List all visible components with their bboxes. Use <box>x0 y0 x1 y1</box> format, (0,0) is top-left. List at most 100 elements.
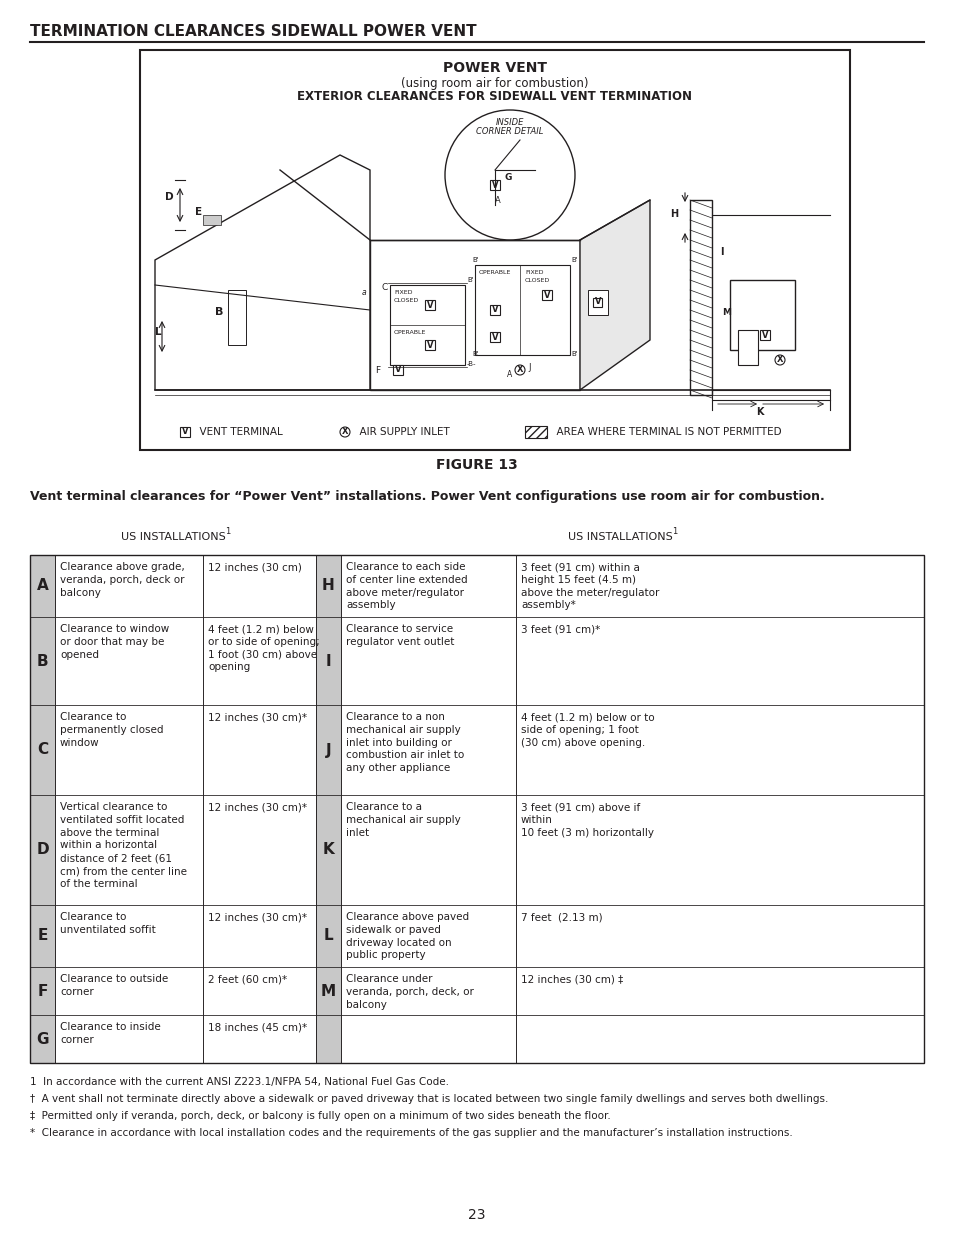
Text: M: M <box>320 983 335 999</box>
Bar <box>180 427 190 437</box>
Text: TERMINATION CLEARANCES SIDEWALL POWER VENT: TERMINATION CLEARANCES SIDEWALL POWER VE… <box>30 25 476 40</box>
Bar <box>516 905 923 967</box>
Bar <box>140 49 849 450</box>
Bar <box>203 905 315 967</box>
Polygon shape <box>154 156 370 390</box>
Text: EXTERIOR CLEARANCES FOR SIDEWALL VENT TERMINATION: EXTERIOR CLEARANCES FOR SIDEWALL VENT TE… <box>297 89 692 103</box>
Bar <box>424 340 435 350</box>
Bar <box>30 705 55 795</box>
Text: Clearance to inside
corner: Clearance to inside corner <box>60 1023 161 1045</box>
Text: B: B <box>214 308 223 317</box>
Bar <box>516 1015 923 1063</box>
Text: Clearance to outside
corner: Clearance to outside corner <box>60 974 168 997</box>
Text: D: D <box>36 842 49 857</box>
Bar <box>55 555 203 618</box>
Text: 4 feet (1.2 m) below or to
side of opening; 1 foot
(30 cm) above opening.: 4 feet (1.2 m) below or to side of openi… <box>520 713 654 747</box>
Text: H: H <box>322 578 335 594</box>
Circle shape <box>339 427 350 437</box>
Text: C: C <box>381 283 388 291</box>
Bar <box>315 795 340 905</box>
Text: V: V <box>543 290 550 300</box>
Text: Clearance above paved
sidewalk or paved
driveway located on
public property: Clearance above paved sidewalk or paved … <box>346 911 469 961</box>
Text: 12 inches (30 cm): 12 inches (30 cm) <box>208 562 301 572</box>
Text: Vertical clearance to
ventilated soffit located
above the terminal
within a hori: Vertical clearance to ventilated soffit … <box>60 802 187 889</box>
Bar <box>490 332 499 342</box>
Text: AREA WHERE TERMINAL IS NOT PERMITTED: AREA WHERE TERMINAL IS NOT PERMITTED <box>550 427 781 437</box>
Text: I: I <box>720 247 722 257</box>
Text: Clearance to
unventilated soffit: Clearance to unventilated soffit <box>60 911 155 935</box>
Text: INSIDE: INSIDE <box>496 119 523 127</box>
Bar <box>30 1015 55 1063</box>
Text: Clearance to each side
of center line extended
above meter/regulator
assembly: Clearance to each side of center line ex… <box>346 562 467 610</box>
Bar <box>340 905 516 967</box>
Bar <box>340 1015 516 1063</box>
Bar <box>593 298 602 306</box>
Bar <box>490 180 499 190</box>
Text: A: A <box>495 196 500 205</box>
Text: V: V <box>395 366 401 374</box>
Text: 12 inches (30 cm)*: 12 inches (30 cm)* <box>208 911 307 923</box>
Text: F: F <box>37 983 48 999</box>
Bar <box>340 555 516 618</box>
Text: CORNER DETAIL: CORNER DETAIL <box>476 127 543 136</box>
Text: B: B <box>36 653 49 668</box>
Text: 7 feet  (2.13 m): 7 feet (2.13 m) <box>520 911 602 923</box>
Circle shape <box>444 110 575 240</box>
Bar <box>340 705 516 795</box>
Text: L: L <box>154 327 161 337</box>
Text: K: K <box>322 842 334 857</box>
Text: 18 inches (45 cm)*: 18 inches (45 cm)* <box>208 1023 307 1032</box>
Bar <box>315 618 340 705</box>
Text: K: K <box>756 408 763 417</box>
Text: J: J <box>325 742 331 757</box>
Bar <box>738 330 758 366</box>
Bar <box>516 795 923 905</box>
Text: V: V <box>594 298 600 306</box>
Bar <box>340 967 516 1015</box>
Bar <box>370 240 579 390</box>
Text: VENT TERMINAL: VENT TERMINAL <box>193 427 282 437</box>
Text: 12 inches (30 cm)*: 12 inches (30 cm)* <box>208 713 307 722</box>
Text: Clearance above grade,
veranda, porch, deck or
balcony: Clearance above grade, veranda, porch, d… <box>60 562 185 598</box>
Text: OPERABLE: OPERABLE <box>394 330 426 335</box>
Text: E: E <box>37 929 48 944</box>
Text: X: X <box>341 427 348 436</box>
Bar <box>203 795 315 905</box>
Text: F: F <box>375 366 379 375</box>
Bar <box>541 290 552 300</box>
Text: X: X <box>517 366 522 374</box>
Text: 3 feet (91 cm) within a
height 15 feet (4.5 m)
above the meter/regulator
assembl: 3 feet (91 cm) within a height 15 feet (… <box>520 562 659 610</box>
Text: 3 feet (91 cm)*: 3 feet (91 cm)* <box>520 624 599 634</box>
Text: a: a <box>361 288 366 296</box>
Text: Clearance to a non
mechanical air supply
inlet into building or
combustion air i: Clearance to a non mechanical air supply… <box>346 713 464 773</box>
Bar <box>315 705 340 795</box>
Bar <box>315 555 340 618</box>
Bar <box>475 266 569 354</box>
Bar <box>689 200 711 395</box>
Text: 1: 1 <box>225 527 230 536</box>
Text: C: C <box>37 742 48 757</box>
Text: 23: 23 <box>468 1208 485 1221</box>
Bar <box>315 967 340 1015</box>
Bar <box>30 905 55 967</box>
Bar <box>524 426 546 438</box>
Bar <box>203 1015 315 1063</box>
Text: POWER VENT: POWER VENT <box>442 61 546 75</box>
Bar <box>55 1015 203 1063</box>
Bar <box>424 300 435 310</box>
Text: 12 inches (30 cm)*: 12 inches (30 cm)* <box>208 802 307 811</box>
Text: V: V <box>182 427 188 436</box>
Bar <box>30 555 55 618</box>
Text: V: V <box>491 332 497 342</box>
Text: H: H <box>669 209 678 219</box>
Bar <box>55 795 203 905</box>
Text: A: A <box>36 578 49 594</box>
Text: FIGURE 13: FIGURE 13 <box>436 458 517 472</box>
Text: I: I <box>325 653 331 668</box>
Bar <box>390 285 464 366</box>
Bar <box>729 280 794 350</box>
Bar <box>30 618 55 705</box>
Circle shape <box>774 354 784 366</box>
Text: CLOSED: CLOSED <box>394 298 418 303</box>
Text: V: V <box>760 331 767 340</box>
